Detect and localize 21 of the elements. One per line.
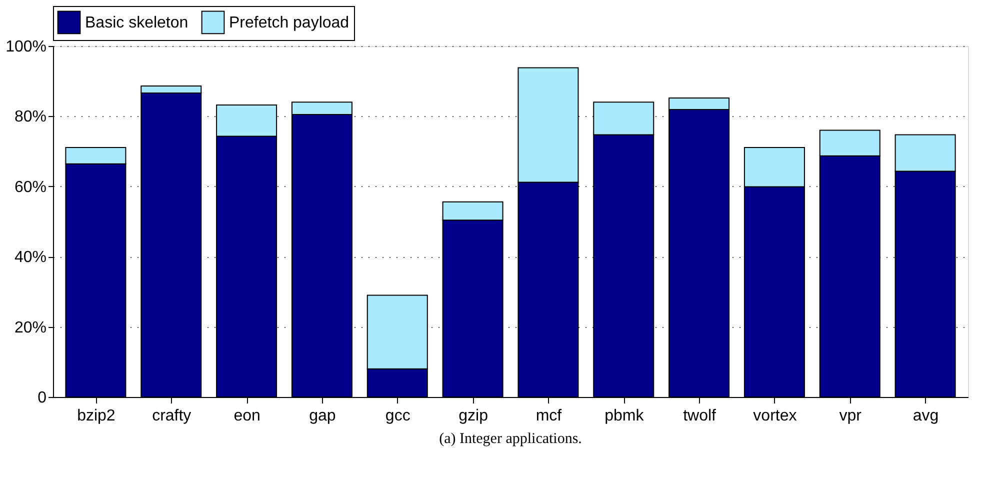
x-tick-label: vortex <box>753 408 797 424</box>
legend-label: Prefetch payload <box>229 14 350 32</box>
x-tick-label: twolf <box>683 408 717 424</box>
y-tick-label: 100% <box>6 38 46 56</box>
y-tick-label: 0 <box>38 390 47 406</box>
text: (a) Integer applications. <box>439 431 582 447</box>
x-tick-label: gap <box>309 408 336 424</box>
x-tick-label: mcf <box>536 408 562 424</box>
legend-label: Basic skeleton <box>85 14 188 32</box>
y-tick-label: 60% <box>14 178 46 196</box>
x-tick-label: pbmk <box>604 408 645 424</box>
x-tick-label: eon <box>234 408 260 424</box>
y-tick-label: 20% <box>14 319 46 336</box>
x-tick-label: vpr <box>839 408 862 424</box>
x-tick-label: avg <box>912 408 939 424</box>
x-tick-label: gcc <box>385 408 410 424</box>
x-tick-label: crafty <box>152 408 192 424</box>
y-tick-label: 80% <box>14 108 46 126</box>
x-tick-label: bzip2 <box>77 408 116 424</box>
x-tick-label: gzip <box>458 408 488 424</box>
y-tick-label: 40% <box>14 249 46 266</box>
